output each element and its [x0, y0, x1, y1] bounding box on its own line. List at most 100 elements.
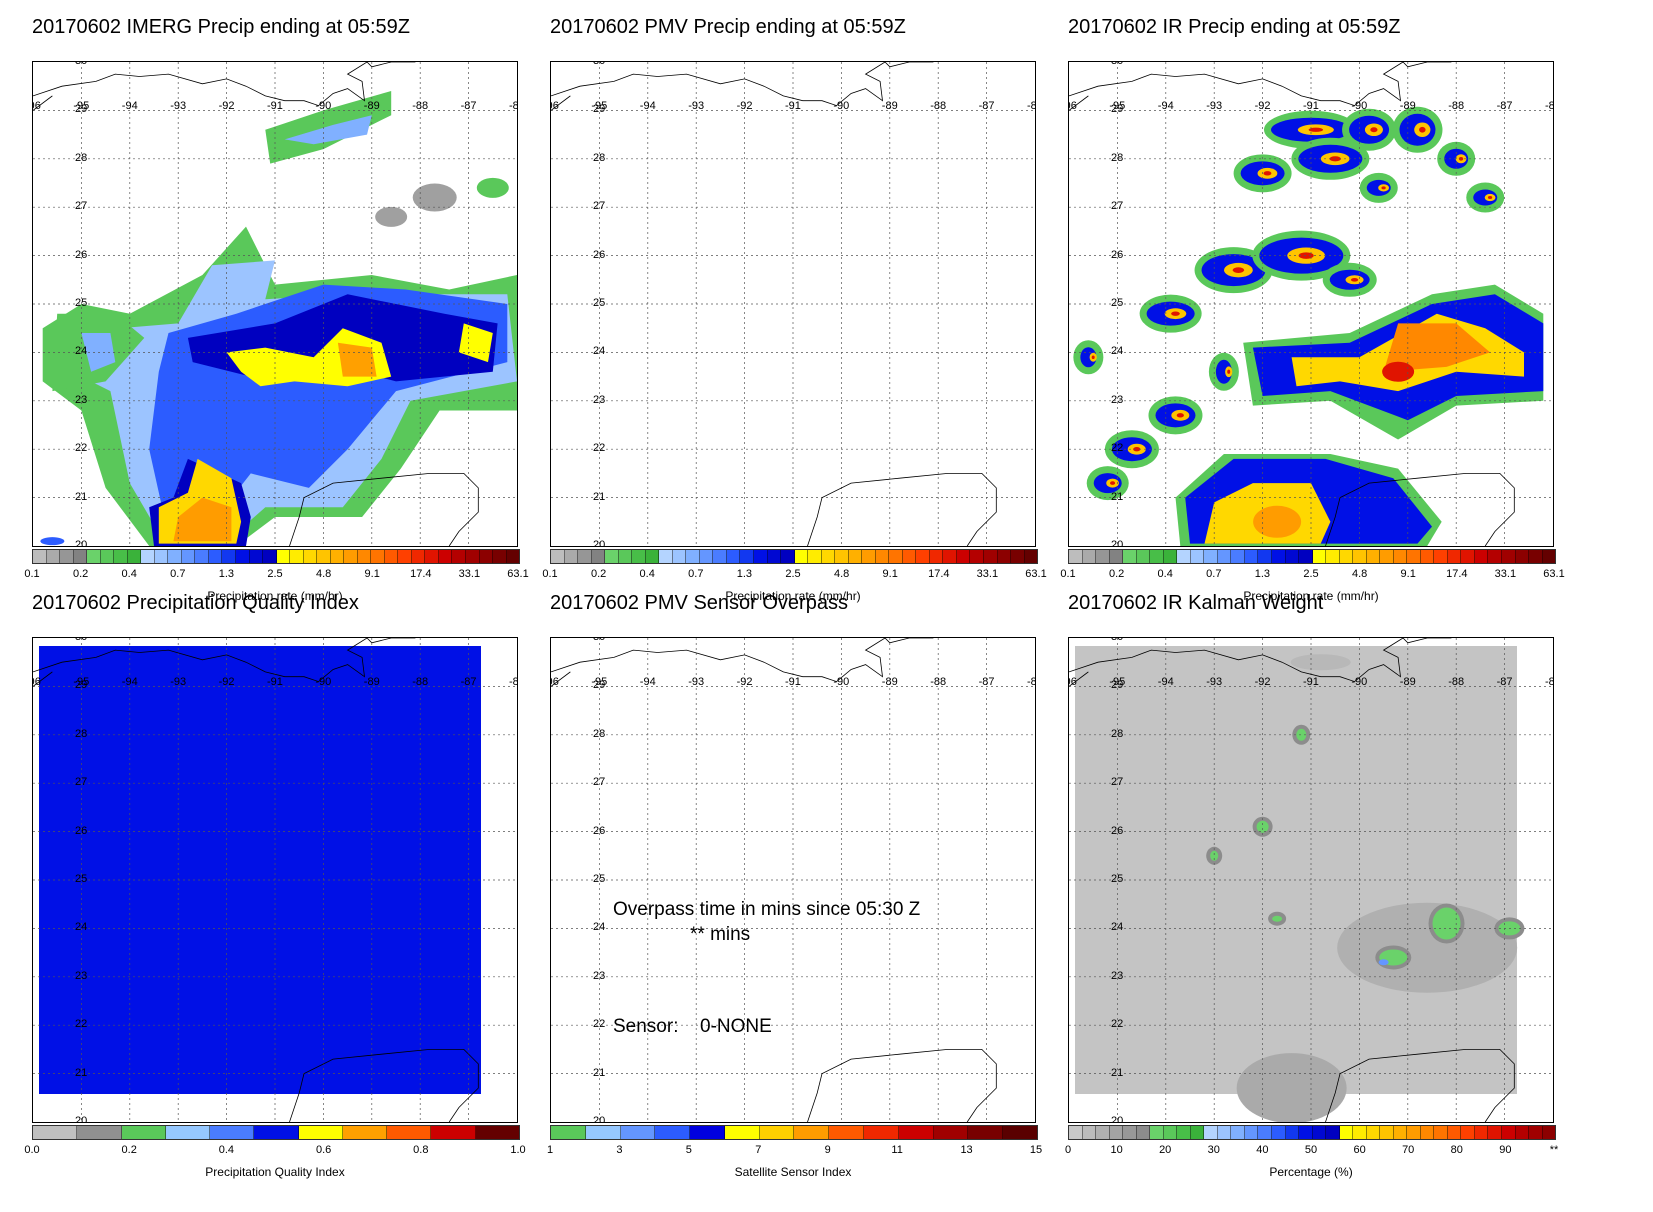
lat-label: 30	[593, 637, 606, 643]
lat-label: 27	[593, 200, 606, 213]
lat-label: 22	[593, 442, 606, 455]
lon-label: -87	[1496, 100, 1513, 112]
colorbar-swatch	[1109, 550, 1124, 563]
kalman-spot	[1432, 907, 1461, 940]
ir-cell-peak	[1419, 126, 1426, 133]
colorbar-swatch	[997, 550, 1012, 563]
lat-label: 25	[593, 297, 606, 309]
coastline-north	[1069, 62, 1452, 107]
colorbar-swatch	[916, 550, 930, 563]
kalman-background	[1075, 646, 1517, 1094]
sensor-value: 0-NONE	[700, 1016, 772, 1037]
colorbar-tick: 0.4	[121, 568, 137, 580]
colorbar-label: Precipitation Quality Index	[205, 1165, 345, 1179]
colorbar-swatch	[1217, 1126, 1232, 1139]
coastline-north	[1069, 638, 1452, 683]
coastline-texas	[1069, 95, 1089, 111]
colorbar-swatch	[726, 550, 741, 563]
colorbar-swatch	[398, 550, 412, 563]
lon-label: -92	[1254, 100, 1271, 112]
colorbar-tick: **	[1549, 1144, 1559, 1156]
colorbar-swatch	[1123, 1126, 1137, 1139]
coastline-yucatan	[1325, 473, 1515, 546]
colorbar-swatch	[713, 550, 727, 563]
colorbar-swatch	[1163, 1126, 1178, 1139]
coastline-yucatan	[807, 1049, 997, 1122]
colorbar-swatch	[829, 1126, 865, 1139]
colorbar	[1068, 1125, 1556, 1140]
colorbar-tick: 7	[755, 1144, 762, 1156]
colorbar-swatch	[794, 1126, 830, 1139]
coastline-texas	[551, 671, 571, 687]
map-canvas	[551, 62, 1035, 546]
colorbar-swatch	[303, 550, 318, 563]
ir-cell-peak	[1458, 157, 1464, 161]
coastline-north	[551, 62, 934, 107]
colorbar	[550, 549, 1038, 564]
lon-label: -95	[1109, 100, 1126, 112]
lon-label: -88	[930, 100, 947, 112]
colorbar-tick: 0.4	[218, 1144, 235, 1156]
lat-label: 26	[75, 248, 88, 261]
colorbar-swatch	[1163, 550, 1178, 563]
lat-label: 27	[75, 776, 88, 789]
colorbar-tick: 1.3	[1254, 568, 1271, 580]
ir-cell-peak	[1176, 413, 1184, 418]
colorbar-swatch	[1109, 1126, 1124, 1139]
colorbar-swatch	[1299, 550, 1313, 563]
lon-label: -93	[170, 676, 187, 688]
ir-cell-peak	[1487, 196, 1493, 200]
colorbar-tick: 0.2	[1108, 568, 1125, 580]
colorbar-swatch	[127, 550, 142, 563]
panel-pqi: 20170602 Precipitation Quality Index 30 29…	[0, 576, 540, 1179]
colorbar-swatch	[438, 550, 453, 563]
colorbar-swatch	[263, 550, 277, 563]
map-canvas	[33, 638, 517, 1122]
ir-cell-peak	[1133, 447, 1141, 452]
kalman-spot-core	[1378, 959, 1389, 966]
lon-label: -91	[1303, 100, 1319, 112]
lon-label: -90	[1351, 676, 1368, 688]
colorbar-swatch	[1082, 1126, 1097, 1139]
colorbar-swatch	[578, 550, 592, 563]
lon-label: -87	[978, 676, 995, 688]
ir-south-orange	[1253, 505, 1302, 538]
sensor-label: Sensor:	[613, 1016, 679, 1037]
ir-cell-peak	[1232, 267, 1245, 273]
lon-label: -87	[1496, 676, 1513, 688]
colorbar-tick: 2.5	[785, 568, 801, 580]
colorbar-swatch	[87, 550, 101, 563]
lat-label: 27	[1111, 200, 1124, 213]
lon-label: -90	[1351, 100, 1368, 112]
lon-label: -92	[1254, 676, 1271, 688]
lon-label: -95	[73, 676, 90, 688]
lon-label: -96	[33, 100, 41, 112]
colorbar-tick: 9.1	[1400, 568, 1416, 580]
colorbar-swatch	[1204, 1126, 1218, 1139]
coastline-texas	[1069, 671, 1089, 687]
colorbar	[1068, 549, 1556, 564]
imerg-green-patch	[476, 177, 509, 198]
lat-label: 29	[593, 679, 606, 692]
colorbar-swatch	[1488, 550, 1502, 563]
colorbar-swatch	[956, 550, 971, 563]
lon-label: -89	[881, 676, 898, 688]
lat-label: 26	[593, 824, 606, 837]
ir-east-red	[1382, 361, 1415, 382]
lat-label: 30	[75, 637, 88, 643]
colorbar-swatch	[165, 1126, 211, 1139]
colorbar-tick: 17.4	[928, 568, 950, 580]
lon-label: -88	[930, 676, 947, 688]
colorbar-swatch	[1502, 1126, 1516, 1139]
lat-label: 30	[1111, 61, 1124, 67]
colorbar-swatch	[902, 550, 917, 563]
ir-cell-peak	[1308, 127, 1324, 132]
colorbar-swatch	[1204, 550, 1218, 563]
lat-label: 29	[1111, 679, 1124, 692]
colorbar-tick: 0.4	[639, 568, 655, 580]
lon-label: -86	[1027, 676, 1035, 688]
colorbar-swatch	[411, 550, 426, 563]
colorbar-swatch	[1244, 550, 1259, 563]
colorbar-swatch	[77, 1126, 122, 1139]
colorbar-tick: 4.8	[833, 568, 850, 580]
